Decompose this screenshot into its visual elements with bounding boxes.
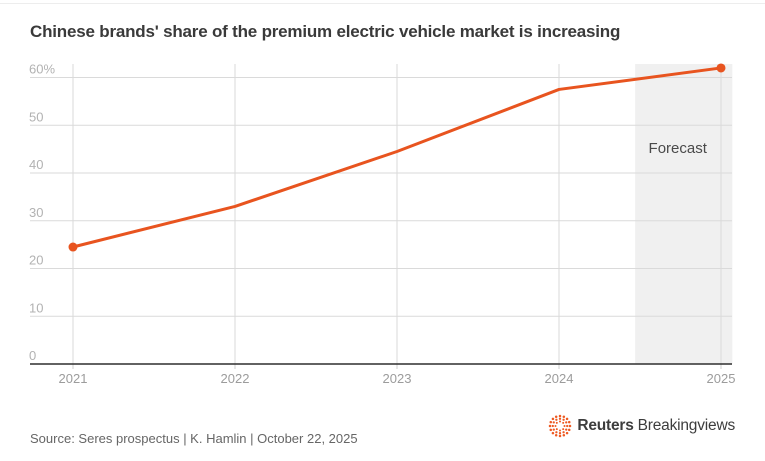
logo-dot xyxy=(569,424,572,428)
chart-title: Chinese brands' share of the premium ele… xyxy=(30,22,621,41)
logo-dot xyxy=(566,424,569,428)
line-chart: 0 10 20 30 40 50 60% 2021 2022 2023 2024 2025 Foreca… xyxy=(29,62,736,387)
logo-dot xyxy=(549,428,553,432)
logo-dot xyxy=(562,428,565,431)
logo-dot xyxy=(549,420,553,424)
y-tick-label: 50 xyxy=(29,109,43,124)
x-tick-label: 2021 xyxy=(59,371,88,386)
logo-dot xyxy=(568,420,571,424)
logo-dot xyxy=(559,429,562,432)
logo-dot xyxy=(562,421,565,424)
logo-dot xyxy=(555,418,558,421)
logo-dot xyxy=(559,414,562,418)
logo-dot xyxy=(565,421,568,424)
top-divider xyxy=(0,3,765,4)
logo-dot xyxy=(559,417,562,420)
logo-dot xyxy=(554,425,557,427)
forecast-band xyxy=(635,64,733,364)
logo-dot xyxy=(549,424,552,428)
logo-dot xyxy=(563,425,566,427)
y-tick-label: 30 xyxy=(29,205,43,220)
logo-brand: Reuters xyxy=(577,417,634,434)
logo-dot xyxy=(562,431,566,434)
logo-dot xyxy=(562,433,566,437)
logo-dot xyxy=(551,424,555,428)
logo-dot xyxy=(566,431,569,435)
y-tick-label: 20 xyxy=(29,253,43,268)
logo-dot xyxy=(552,417,555,421)
logo-dot xyxy=(562,418,566,421)
reuters-logo-icon xyxy=(549,414,572,438)
series-line xyxy=(71,66,723,249)
y-tick-label: 40 xyxy=(29,157,43,172)
x-tick-label: 2024 xyxy=(545,371,574,386)
y-tick-label: 10 xyxy=(29,300,43,315)
logo-dot xyxy=(555,433,558,437)
logo-dot xyxy=(559,432,562,435)
logo-dot xyxy=(552,421,556,424)
source-note: Source: Seres prospectus | K. Hamlin | O… xyxy=(30,431,358,446)
y-tick-label: 60% xyxy=(29,62,55,77)
logo-dot xyxy=(559,420,562,423)
logo-suffix: Breakingviews xyxy=(637,417,736,434)
y-tick-label: 0 xyxy=(29,348,36,363)
forecast-label: Forecast xyxy=(649,140,708,157)
logo-dot xyxy=(555,415,558,419)
data-point-marker xyxy=(68,242,78,252)
logo-dot xyxy=(555,431,558,434)
reuters-breakingviews-logo: Reuters Breakingviews xyxy=(548,413,735,439)
x-tick-label: 2022 xyxy=(221,371,250,386)
logo-dot xyxy=(566,417,569,421)
logo-dot xyxy=(552,431,555,435)
logo-dot xyxy=(559,434,562,438)
logo-dot xyxy=(562,415,566,419)
data-point-marker xyxy=(716,63,726,73)
logo-dot xyxy=(568,428,571,432)
logo-dot xyxy=(552,428,556,431)
logo-dot xyxy=(556,421,559,424)
logo-dot xyxy=(556,428,559,431)
logo-text: Reuters Breakingviews xyxy=(577,417,735,435)
x-tick-label: 2025 xyxy=(707,371,736,386)
logo-dot xyxy=(565,428,568,431)
x-tick-label: 2023 xyxy=(383,371,412,386)
